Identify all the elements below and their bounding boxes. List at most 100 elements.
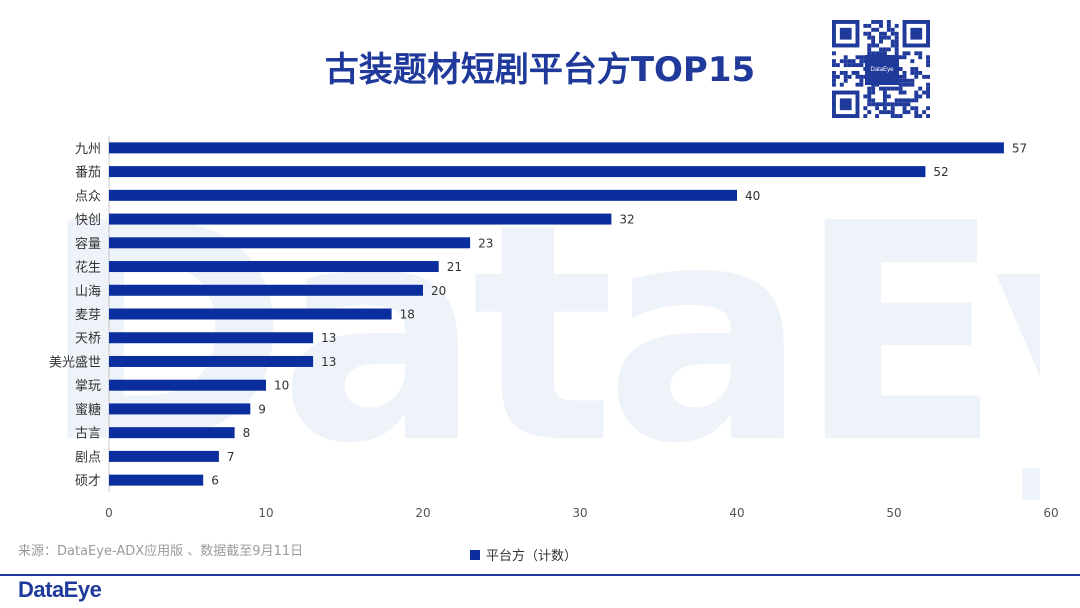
qr-module (871, 51, 876, 56)
qr-module (906, 102, 911, 107)
qr-module (926, 114, 930, 118)
qr-module (890, 39, 895, 44)
qr-module (926, 74, 930, 79)
qr-module (832, 78, 836, 83)
category-label: 天桥 (75, 332, 101, 347)
category-label: 硕才 (75, 474, 101, 489)
qr-module (871, 43, 876, 48)
qr-module (918, 94, 923, 99)
qr-module (894, 23, 899, 28)
source-note: 来源：DataEye-ADX应用版 、数据截至9月11日 (18, 544, 304, 559)
qr-module (843, 78, 848, 83)
qr-module (902, 110, 907, 115)
qr-module (867, 35, 872, 40)
qr-module (886, 47, 891, 52)
qr-module (882, 31, 887, 36)
bar (109, 189, 737, 201)
qr-module (882, 51, 887, 56)
data-label: 40 (745, 189, 760, 203)
bar (109, 355, 314, 367)
bar (109, 379, 266, 391)
qr-module (882, 47, 887, 52)
qr-module (875, 106, 880, 111)
qr-module (882, 94, 887, 99)
qr-module (890, 106, 895, 111)
qr-module (910, 67, 915, 71)
qr-module (879, 47, 883, 52)
category-label: 美光盛世 (49, 355, 101, 370)
qr-code: DataEye (832, 20, 930, 118)
qr-finder (839, 27, 852, 40)
data-label: 57 (1012, 141, 1027, 155)
chart-title: 古装题材短剧平台方TOP15 (324, 50, 756, 90)
qr-module (843, 74, 848, 79)
qr-module (894, 98, 899, 103)
qr-module (926, 86, 930, 91)
qr-module (926, 63, 930, 68)
qr-module (922, 74, 927, 79)
bar (109, 142, 1004, 154)
bar (109, 474, 204, 486)
qr-module (914, 98, 919, 103)
qr-module (890, 43, 895, 48)
qr-module (918, 86, 923, 91)
bar (109, 166, 926, 178)
qr-module (832, 59, 836, 64)
qr-module (879, 23, 883, 28)
qr-module (890, 102, 895, 107)
x-tick-label: 10 (258, 506, 273, 520)
category-label: 古言 (75, 427, 101, 442)
qr-module (863, 106, 868, 111)
qr-module (922, 90, 927, 95)
qr-module (906, 78, 911, 83)
qr-module (847, 63, 852, 68)
qr-module (863, 31, 868, 36)
qr-module (894, 35, 899, 40)
qr-module (890, 110, 895, 115)
qr-module (902, 55, 907, 60)
qr-module (839, 70, 844, 75)
qr-module (871, 39, 876, 44)
data-label: 6 (211, 474, 219, 488)
qr-module (914, 51, 919, 56)
qr-module (879, 51, 883, 56)
qr-module (894, 43, 899, 48)
x-tick-label: 30 (572, 506, 587, 520)
qr-module (867, 110, 872, 115)
data-label: 18 (400, 308, 415, 322)
category-label: 番茄 (75, 166, 101, 181)
legend: 平台方（计数） (470, 545, 577, 564)
bar (109, 261, 439, 273)
bar (109, 237, 471, 249)
qr-module (871, 90, 876, 95)
qr-module (871, 20, 876, 24)
qr-module (918, 114, 923, 118)
category-label: 花生 (75, 260, 101, 276)
qr-module (843, 70, 848, 75)
qr-module (914, 67, 919, 71)
qr-module (926, 55, 930, 60)
qr-module (867, 51, 872, 56)
qr-module (839, 59, 844, 64)
qr-module (890, 86, 895, 91)
qr-module (859, 82, 864, 87)
qr-module (882, 90, 887, 95)
qr-module (863, 94, 868, 99)
qr-module (886, 86, 891, 91)
qr-module (832, 63, 836, 68)
qr-module (871, 98, 876, 103)
qr-module (847, 59, 852, 64)
qr-module (914, 114, 919, 118)
qr-module (832, 51, 836, 56)
x-tick-label: 20 (415, 506, 430, 520)
qr-module (867, 86, 872, 91)
qr-module (914, 94, 919, 99)
qr-module (914, 70, 919, 75)
x-tick-label: 50 (886, 506, 901, 520)
footer: DataEye (0, 574, 1080, 608)
qr-module (906, 82, 911, 87)
qr-module (918, 55, 923, 60)
qr-module (867, 90, 872, 95)
qr-module (875, 51, 880, 56)
qr-module (843, 55, 848, 60)
